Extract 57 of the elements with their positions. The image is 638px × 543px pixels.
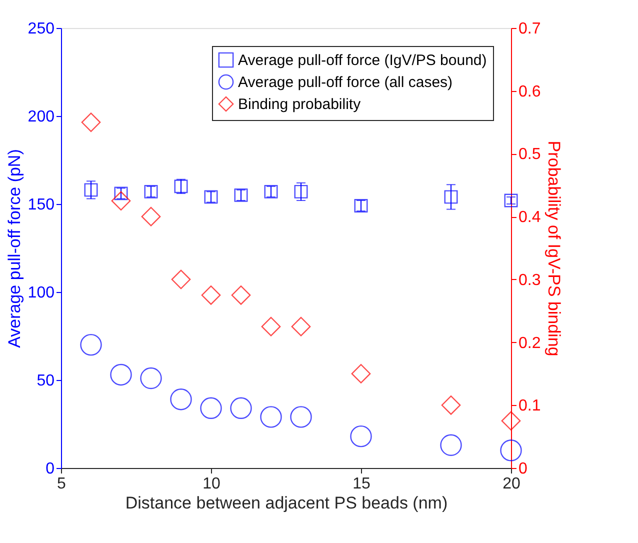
legend-label: Average pull-off force (all cases) xyxy=(238,74,453,91)
point xyxy=(80,334,102,356)
point xyxy=(174,180,188,194)
point xyxy=(114,186,128,200)
y-tick-label: 50 xyxy=(36,372,55,390)
point xyxy=(234,188,248,202)
point xyxy=(440,434,462,456)
point xyxy=(230,397,252,419)
point xyxy=(290,406,312,428)
y2-tick-label: 0.5 xyxy=(518,146,541,164)
point xyxy=(441,395,461,415)
y-tick-label: 250 xyxy=(28,20,55,38)
y-tick-label: 0 xyxy=(46,460,55,478)
y2-tick-label: 0.2 xyxy=(518,334,541,352)
point xyxy=(291,316,311,336)
x-tick-label: 10 xyxy=(202,476,220,492)
y-tick-label: 150 xyxy=(28,196,55,214)
point xyxy=(444,190,458,204)
y2-axis-title: Probability of IgV-PS binding xyxy=(544,140,564,356)
point xyxy=(501,411,521,431)
y-tick-label: 200 xyxy=(28,108,55,126)
legend-label: Average pull-off force (IgV/PS bound) xyxy=(238,52,487,69)
point xyxy=(170,388,192,410)
y2-tick-label: 0.1 xyxy=(518,398,541,415)
legend-label: Binding probability xyxy=(238,96,362,113)
point xyxy=(261,316,281,336)
point xyxy=(350,425,372,448)
point xyxy=(264,184,278,198)
point xyxy=(231,285,251,305)
point xyxy=(200,397,222,419)
x-tick-label: 5 xyxy=(57,476,66,492)
y2-tick-label: 0.3 xyxy=(518,272,541,289)
x-tick-label: 15 xyxy=(352,476,370,492)
point xyxy=(110,364,132,386)
y-tick-label: 100 xyxy=(28,284,55,302)
point xyxy=(171,270,191,290)
y2-tick-label: 0.6 xyxy=(518,83,541,100)
x-axis-title: Distance between adjacent PS beads (nm) xyxy=(125,494,448,512)
point xyxy=(81,112,101,132)
x-tick-label: 20 xyxy=(502,476,520,492)
point xyxy=(111,191,131,211)
y2-tick-label: 0.4 xyxy=(518,209,541,226)
y2-tick-label: 0 xyxy=(518,460,528,478)
y2-tick-label: 0.7 xyxy=(518,20,541,38)
point xyxy=(294,184,308,198)
point xyxy=(201,285,221,305)
point xyxy=(260,406,282,428)
point xyxy=(140,367,162,390)
point xyxy=(141,206,161,226)
point xyxy=(504,194,518,208)
point xyxy=(500,440,522,462)
point xyxy=(351,364,371,384)
y-axis-title: Average pull-off force (pN) xyxy=(4,149,24,348)
point xyxy=(144,184,158,198)
point xyxy=(354,199,368,212)
point xyxy=(84,183,98,197)
point xyxy=(204,190,218,204)
